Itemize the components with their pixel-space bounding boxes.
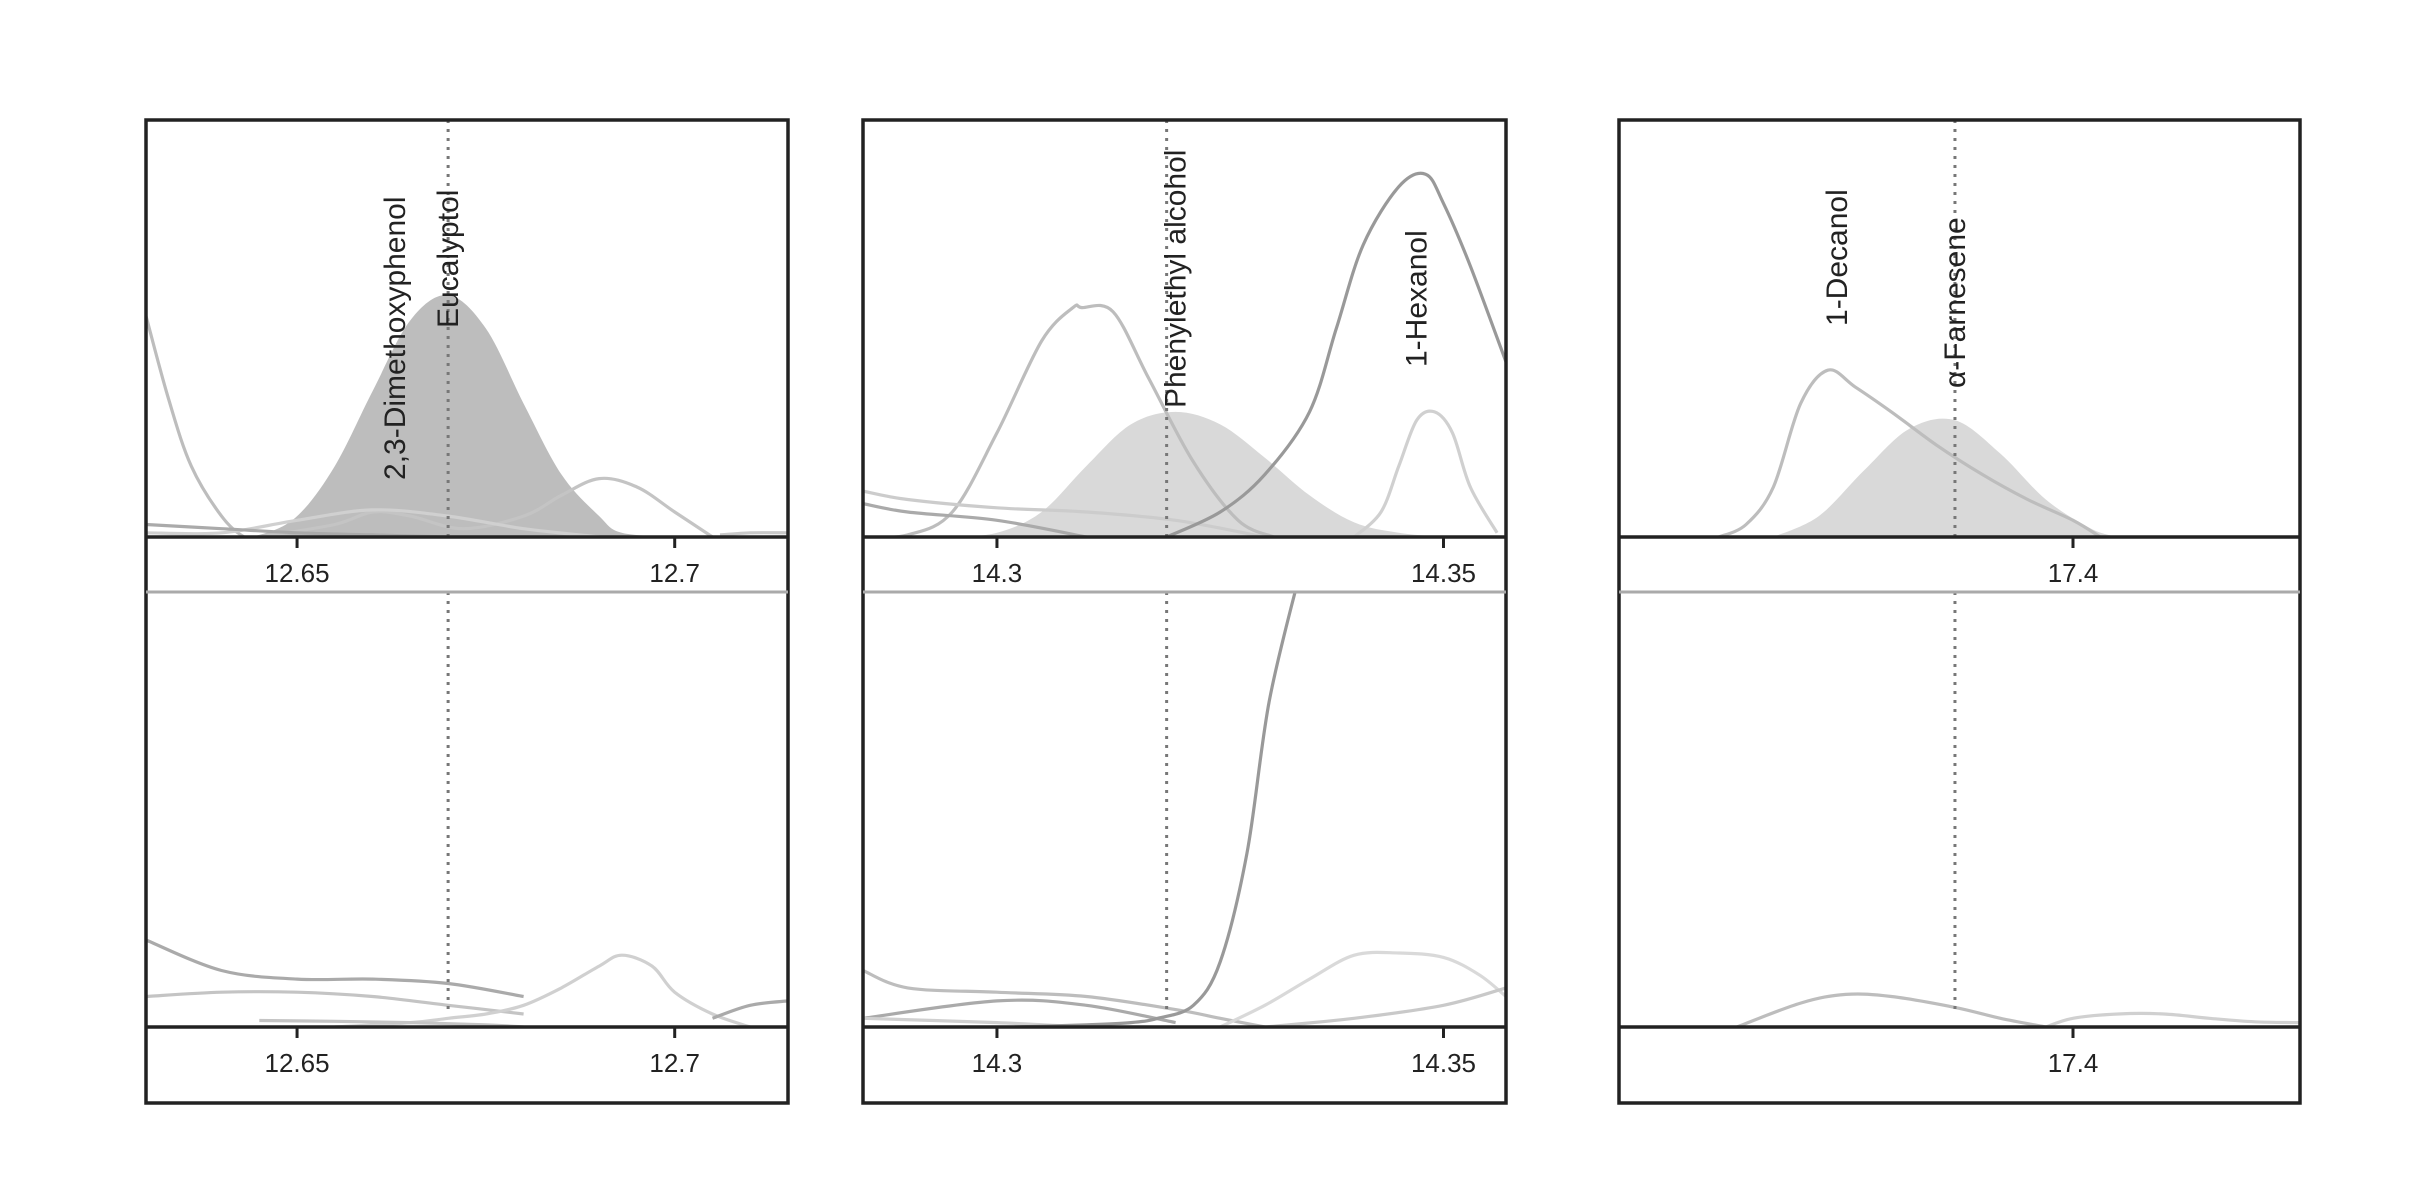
- top-series-line-2: [259, 476, 714, 537]
- bottom-plot-area: [1736, 992, 2300, 1027]
- bottom-series-line-2: [2045, 1011, 2300, 1027]
- panel-frame: [1617, 118, 2302, 1105]
- chart-panel-1: 12.65 12.65 12.7 12.7 2,3-Dimethoxyphenol Euc…: [144, 118, 790, 1105]
- x-tick-label-top: 12.65: [265, 558, 330, 588]
- bottom-series-line-4: [1014, 592, 1297, 1027]
- bottom-series-line-1: [146, 938, 524, 999]
- bottom-series-line-5: [711, 999, 788, 1020]
- top-plot-area: [863, 171, 1506, 537]
- bottom-series-line-3: [334, 953, 751, 1027]
- bottom-plot-area: [146, 938, 788, 1027]
- chart-panel-2: 14.3 14.3 14.35 14.35 Phenylethyl alcohol 1-H…: [861, 118, 1508, 1105]
- chart-panel-3: 17.4 17.4 1-Decanol α-Farnesene: [1617, 118, 2302, 1105]
- top-series-line-3: [863, 502, 1087, 537]
- top-series-line-5: [719, 531, 788, 537]
- bottom-series-line-2: [146, 990, 524, 1016]
- x-tick-label-bottom: 17.4: [2048, 1048, 2099, 1078]
- x-tick-label-bottom: 12.65: [265, 1048, 330, 1078]
- peak-annotation-label: Eucalyptol: [432, 190, 465, 328]
- bottom-plot-area: [863, 592, 1506, 1027]
- top-series-line-5: [1353, 409, 1499, 537]
- bottom-series-line-2: [863, 998, 1176, 1025]
- top-series-line-1: [146, 315, 298, 537]
- x-tick-label-top: 17.4: [2048, 558, 2099, 588]
- filled-peak: [952, 411, 1444, 537]
- x-tick-label-bottom: 14.35: [1411, 1048, 1476, 1078]
- top-plot-area: [146, 295, 788, 537]
- panel-frame: [144, 118, 790, 1105]
- top-series-line-2: [863, 489, 1266, 537]
- peak-annotation-label: Phenylethyl alcohol: [1160, 150, 1193, 409]
- x-tick-label-top: 14.35: [1411, 558, 1476, 588]
- top-series-line-1: [863, 303, 1275, 537]
- top-plot-area: [1718, 368, 2119, 537]
- peak-annotation-label: 1-Hexanol: [1401, 230, 1434, 367]
- top-series-line-3: [146, 508, 600, 537]
- bottom-series-line-1: [863, 969, 1266, 1027]
- x-tick-label-bottom: 12.7: [649, 1048, 700, 1078]
- x-tick-label-bottom: 14.3: [972, 1048, 1023, 1078]
- x-tick-label-top: 12.7: [649, 558, 700, 588]
- bottom-series-line-5: [1219, 950, 1506, 1027]
- peak-annotation-label: α-Farnesene: [1939, 217, 1972, 388]
- top-series-line-4: [1165, 171, 1506, 537]
- filled-peak: [146, 295, 675, 537]
- bottom-series-line-6: [1264, 986, 1506, 1027]
- peak-annotation-label: 1-Decanol: [1821, 189, 1854, 326]
- top-series-line-1: [1718, 368, 2102, 537]
- bottom-series-line-1: [1736, 992, 2047, 1027]
- x-tick-label-top: 14.3: [972, 558, 1023, 588]
- peak-annotation-label: 2,3-Dimethoxyphenol: [379, 196, 412, 480]
- filled-peak: [1773, 418, 2119, 537]
- panel-frame: [861, 118, 1508, 1105]
